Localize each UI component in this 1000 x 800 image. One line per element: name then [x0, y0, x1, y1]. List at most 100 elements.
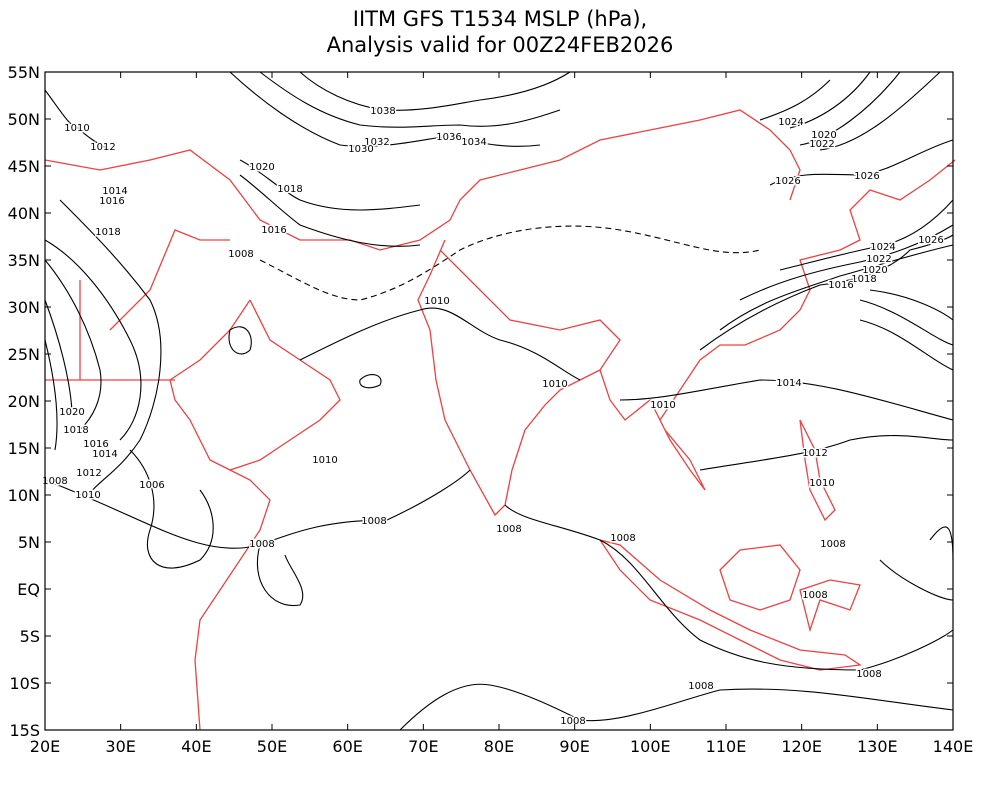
contour-label: 1010: [75, 490, 100, 501]
contour-label: 1008: [820, 539, 845, 550]
y-tick-label: 10S: [9, 674, 40, 693]
coastline: [719, 544, 801, 611]
x-tick-label: 50E: [257, 737, 287, 756]
contour-label: 1020: [862, 265, 887, 276]
y-tick-label: 35N: [8, 251, 40, 270]
contour-label: 1010: [424, 296, 449, 307]
contour-label: 1008: [560, 716, 585, 727]
contour-label: 1024: [870, 242, 895, 253]
contour-label: 1008: [802, 590, 827, 601]
y-tick-label: 15S: [9, 721, 40, 740]
contour-label: 1032: [364, 137, 389, 148]
title-line: IITM GFS T1534 MSLP (hPa),: [353, 7, 647, 31]
contour-label: 1012: [76, 468, 101, 479]
contour-label: 1010: [650, 400, 675, 411]
coastline: [44, 109, 801, 251]
x-tick-label: 30E: [105, 737, 135, 756]
isobar: [779, 199, 954, 271]
y-tick-label: EQ: [17, 580, 40, 599]
y-tick-label: 55N: [8, 63, 40, 82]
isobar: [699, 435, 954, 471]
isobar: [769, 139, 954, 186]
isobar: [229, 71, 541, 147]
isobar: [59, 199, 162, 495]
y-tick-label: 45N: [8, 157, 40, 176]
contour-label: 1030: [348, 144, 373, 155]
contour-label: 1018: [95, 227, 120, 238]
isobar: [719, 244, 954, 331]
x-tick-label: 40E: [181, 737, 211, 756]
y-tick-label: 25N: [8, 345, 40, 364]
contour-label: 1008: [361, 516, 386, 527]
isobar: [759, 71, 941, 151]
contour-label: 1008: [610, 533, 635, 544]
coastline: [599, 159, 956, 491]
coastline: [194, 469, 271, 731]
contour-label: 1020: [249, 162, 274, 173]
contour-label: 1010: [542, 379, 567, 390]
isobar: [739, 224, 954, 301]
coastline: [439, 249, 621, 371]
x-tick-label: 130E: [857, 737, 898, 756]
contour-label: 1026: [775, 176, 800, 187]
y-tick-label: 50N: [8, 110, 40, 129]
coastline: [799, 579, 861, 633]
isobar: [879, 526, 954, 601]
contour-label: 1014: [776, 378, 801, 389]
isobar: [44, 89, 142, 441]
x-tick-label: 110E: [706, 737, 747, 756]
isobar: [359, 374, 382, 389]
x-tick-label: 70E: [408, 737, 438, 756]
isobar: [44, 469, 954, 671]
contour-label: 1018: [63, 425, 88, 436]
isobar: [239, 159, 421, 247]
isobar: [399, 683, 954, 731]
contour-label: 1008: [249, 539, 274, 550]
contour-label: 1012: [802, 448, 827, 459]
contour-label: 1008: [688, 681, 713, 692]
isobar: [129, 449, 214, 569]
y-tick-label: 20N: [8, 392, 40, 411]
contour-label: 1018: [277, 184, 302, 195]
contour-label: 1024: [778, 117, 803, 128]
y-tick-label: 30N: [8, 298, 40, 317]
contour-label: 1036: [436, 132, 461, 143]
y-tick-label: 5S: [20, 627, 40, 646]
contour-label: 1008: [496, 524, 521, 535]
isobar: [228, 326, 252, 355]
y-tick-label: 15N: [8, 439, 40, 458]
contour-label: 1008: [42, 476, 67, 487]
contour-label: 1016: [99, 196, 124, 207]
isobar: [699, 234, 954, 351]
x-tick-label: 120E: [781, 737, 822, 756]
isobar: [299, 71, 571, 111]
contour-label: 1014: [102, 186, 127, 197]
contour-label: 1010: [312, 455, 337, 466]
x-tick-label: 100E: [630, 737, 671, 756]
y-tick-label: 5N: [18, 533, 40, 552]
coastline: [799, 419, 836, 522]
contour-label: 1014: [92, 449, 117, 460]
isobar: [44, 259, 102, 451]
contour-label: 1012: [90, 142, 115, 153]
contour-label: 1010: [64, 123, 89, 134]
coastlines: [44, 109, 956, 731]
contour-label: 1034: [461, 137, 486, 148]
isobar: [859, 289, 954, 371]
isobar: [256, 544, 304, 607]
y-tick-label: 40N: [8, 204, 40, 223]
isobar: [259, 71, 561, 128]
x-tick-label: 60E: [332, 737, 362, 756]
contour-label: 1006: [139, 480, 164, 491]
contour-label: 1016: [83, 439, 108, 450]
contour-label: 1018: [851, 274, 876, 285]
contour-label: 1026: [854, 171, 879, 182]
contour-label: 1008: [856, 669, 881, 680]
map-frame: [44, 71, 954, 731]
coastline: [417, 239, 601, 517]
x-tick-label: 80E: [484, 737, 514, 756]
contour-label: 1022: [866, 254, 891, 265]
x-tick-label: 20E: [30, 737, 60, 756]
